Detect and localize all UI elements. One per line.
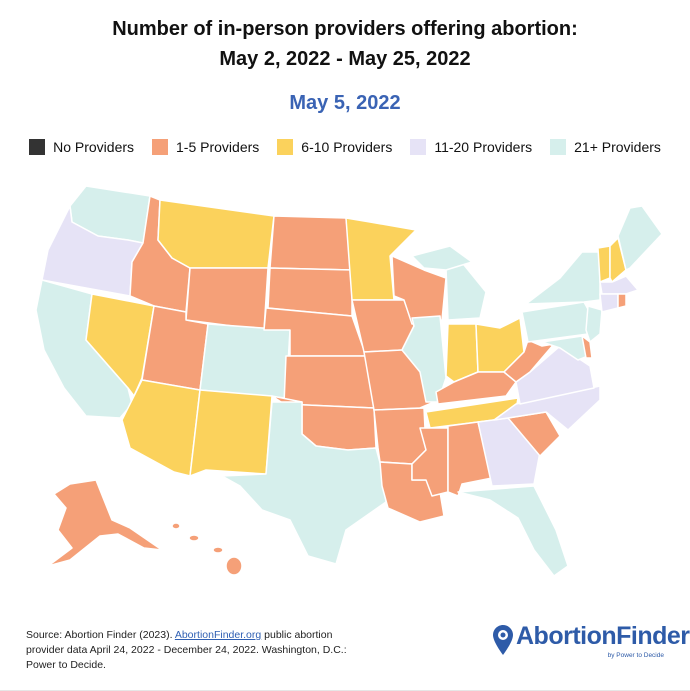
legend-swatch — [550, 139, 567, 155]
legend-item-1-5: 1-5 Providers — [152, 139, 259, 155]
legend-label: 1-5 Providers — [176, 139, 260, 155]
legend-swatch — [29, 139, 46, 155]
state-ND[interactable] — [269, 215, 353, 271]
state-HI-oahu[interactable] — [188, 534, 200, 542]
legend-swatch — [277, 139, 294, 155]
logo-text: AbortionFinder — [516, 622, 690, 650]
abortionfinder-logo: AbortionFinder by Power to Decide — [490, 622, 690, 662]
state-ME[interactable] — [617, 205, 663, 271]
state-RI[interactable] — [617, 293, 627, 309]
title-line-1: Number of in-person providers offering a… — [112, 18, 578, 40]
state-FL[interactable] — [457, 485, 569, 577]
state-CT[interactable] — [599, 293, 619, 313]
legend-label: 6-10 Providers — [301, 139, 393, 155]
legend-item-6-10: 6-10 Providers — [277, 139, 392, 155]
state-MT[interactable] — [157, 199, 275, 269]
state-NH[interactable] — [609, 237, 627, 283]
state-IL[interactable] — [401, 315, 447, 403]
title-line-2: May 2, 2022 - May 25, 2022 — [219, 48, 471, 70]
state-AK[interactable] — [47, 479, 163, 567]
legend-item-11-20: 11-20 Providers — [410, 139, 532, 155]
state-WY[interactable] — [185, 267, 269, 331]
state-MI-upper[interactable] — [411, 245, 473, 271]
logo-subtext: by Power to Decide — [607, 652, 664, 659]
state-AR[interactable] — [373, 407, 427, 465]
state-DE[interactable] — [581, 335, 593, 359]
date-label: May 5, 2022 — [289, 92, 401, 114]
location-pin-icon — [493, 625, 513, 655]
legend-label: No Providers — [53, 139, 135, 155]
state-NM[interactable] — [189, 389, 273, 477]
state-VT[interactable] — [597, 245, 611, 283]
legend: No Providers 1-5 Providers 6-10 Provider… — [0, 139, 690, 155]
source-note: Source: Abortion Finder (2023). Abortion… — [26, 628, 356, 673]
legend-item-none: No Providers — [29, 139, 134, 155]
legend-item-21-plus: 21+ Providers — [550, 139, 661, 155]
state-HI-maui[interactable] — [212, 546, 224, 554]
state-HI-kauai[interactable] — [171, 522, 181, 530]
legend-label: 11-20 Providers — [434, 139, 533, 155]
state-MI[interactable] — [445, 259, 487, 321]
state-CO[interactable] — [199, 323, 291, 399]
us-map — [35, 185, 663, 577]
legend-label: 21+ Providers — [574, 139, 661, 155]
state-NY[interactable] — [525, 251, 601, 305]
source-suffix: public abortion provider data April 24, … — [26, 629, 347, 671]
legend-swatch — [152, 139, 169, 155]
source-prefix: Source: Abortion Finder (2023). — [26, 629, 175, 641]
state-HI[interactable] — [225, 556, 243, 576]
legend-swatch — [410, 139, 427, 155]
chart-title: Number of in-person providers offering a… — [0, 14, 690, 74]
state-NJ[interactable] — [585, 305, 603, 343]
source-link[interactable]: AbortionFinder.org — [174, 629, 262, 641]
state-TX[interactable] — [221, 401, 387, 565]
state-MD[interactable] — [541, 335, 589, 361]
state-KS[interactable] — [283, 355, 375, 409]
state-WV[interactable] — [503, 339, 555, 383]
